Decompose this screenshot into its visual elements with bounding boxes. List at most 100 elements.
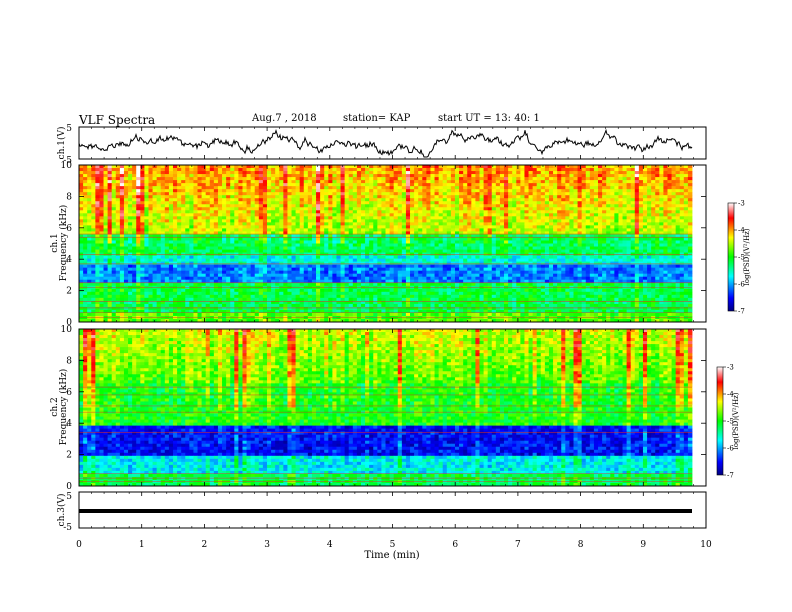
spectrogram-cell: [373, 234, 378, 238]
spectrogram-cell: [320, 258, 325, 263]
spectrogram-cell: [393, 261, 399, 266]
spectrogram-cell: [168, 207, 174, 211]
spectrogram-cell: [128, 207, 133, 211]
spectrogram-cell: [177, 195, 182, 199]
spectrogram-cell: [193, 261, 198, 266]
spectrogram-cell: [687, 207, 693, 211]
spectrogram-cell: [369, 204, 374, 208]
spectrogram-cell: [181, 237, 186, 241]
spectrogram-cell: [540, 243, 546, 247]
spectrogram-cell: [544, 171, 550, 175]
spectrogram-cell: [250, 189, 256, 193]
spectrogram-cell: [222, 228, 227, 232]
spectrogram-cell: [164, 246, 170, 250]
spectrogram-cell: [193, 201, 198, 205]
spectrogram-cell: [422, 180, 427, 184]
spectrogram-cell: [520, 213, 525, 217]
spectrogram-cell: [614, 228, 619, 232]
spectrogram-cell: [140, 189, 145, 193]
spectrogram-cell: [132, 264, 137, 269]
spectrogram-cell: [557, 171, 562, 175]
spectrogram-cell: [336, 234, 341, 238]
spectrogram-cell: [659, 240, 664, 244]
spectrogram-cell: [373, 183, 378, 187]
spectrogram-cell: [360, 201, 366, 205]
spectrogram-cell: [471, 186, 476, 190]
spectrogram-cell: [205, 168, 211, 172]
spectrogram-cell: [667, 198, 672, 202]
spectrogram-cell: [495, 255, 501, 259]
spectrogram-cell: [271, 177, 276, 181]
spectrogram-cell: [324, 255, 329, 259]
spectrogram-cell: [548, 240, 554, 244]
spectrogram-cell: [254, 165, 260, 169]
spectrogram-cell: [573, 189, 578, 193]
spectrogram-cell: [336, 183, 341, 187]
spectrogram-cell: [638, 246, 644, 250]
spectrogram-cell: [160, 225, 166, 229]
spectrogram-cell: [581, 186, 587, 190]
spectrogram-cell: [275, 222, 280, 226]
spectrogram-cell: [365, 171, 370, 175]
spectrogram-cell: [499, 168, 505, 172]
spectrogram-cell: [193, 264, 198, 269]
spectrogram-cell: [450, 213, 456, 217]
spectrogram-cell: [140, 246, 145, 250]
spectrogram-cell: [107, 243, 113, 247]
spectrogram-cell: [168, 234, 174, 238]
spectrogram-cell: [303, 183, 309, 187]
spectrogram-cell: [589, 249, 595, 253]
spectrogram-cell: [128, 222, 133, 226]
spectrogram-cell: [119, 255, 125, 259]
spectrogram-cell: [544, 216, 550, 220]
spectrogram-cell: [79, 198, 84, 202]
spectrogram-cell: [512, 204, 517, 208]
spectrogram-cell: [581, 189, 587, 193]
spectrogram-cell: [450, 249, 456, 253]
spectrogram-cell: [687, 240, 693, 244]
spectrogram-cell: [434, 183, 440, 187]
spectrogram-cell: [577, 198, 583, 202]
spectrogram-cell: [422, 195, 427, 199]
spectrogram-cell: [348, 192, 354, 196]
spectrogram-cell: [262, 249, 268, 253]
spectrogram-cell: [630, 261, 636, 266]
spectrogram-cell: [222, 213, 227, 217]
spectrogram-cell: [164, 192, 170, 196]
spectrogram-cell: [442, 207, 448, 211]
spectrogram-cell: [201, 219, 207, 223]
spectrogram-cell: [487, 174, 493, 178]
spectrogram-cell: [373, 177, 378, 181]
spectrogram-cell: [548, 210, 554, 214]
spectrogram-cell: [614, 213, 619, 217]
spectrogram-cell: [283, 186, 288, 190]
spectrogram-cell: [430, 237, 435, 241]
spectrogram-cell: [610, 255, 615, 259]
spectrogram-cell: [344, 249, 350, 253]
spectrogram-cell: [589, 198, 595, 202]
spectrogram-cell: [148, 207, 153, 211]
spectrogram-cell: [512, 180, 517, 184]
spectrogram-cell: [230, 222, 235, 226]
spectrogram-cell: [144, 222, 149, 226]
spectrogram-cell: [266, 165, 272, 169]
spectrogram-cell: [557, 180, 562, 184]
spectrogram-cell: [393, 168, 399, 172]
spectrogram-cell: [160, 213, 166, 217]
spectrogram-cell: [111, 213, 117, 217]
spectrogram-cell: [95, 243, 100, 247]
spectrogram-cell: [299, 240, 305, 244]
spectrogram-cell: [430, 192, 435, 196]
spectrogram-cell: [459, 171, 464, 175]
spectrogram-cell: [197, 213, 202, 217]
spectrogram-cell: [598, 246, 603, 250]
spectrogram-cell: [299, 216, 305, 220]
spectrogram-cell: [275, 177, 280, 181]
spectrogram-cell: [647, 207, 652, 211]
spectrogram-cell: [618, 174, 623, 178]
spectrogram-cell: [667, 261, 672, 266]
spectrogram-cell: [303, 258, 309, 263]
spectrogram-cell: [683, 183, 689, 187]
spectrogram-cell: [348, 249, 354, 253]
spectrogram-cell: [373, 249, 378, 253]
